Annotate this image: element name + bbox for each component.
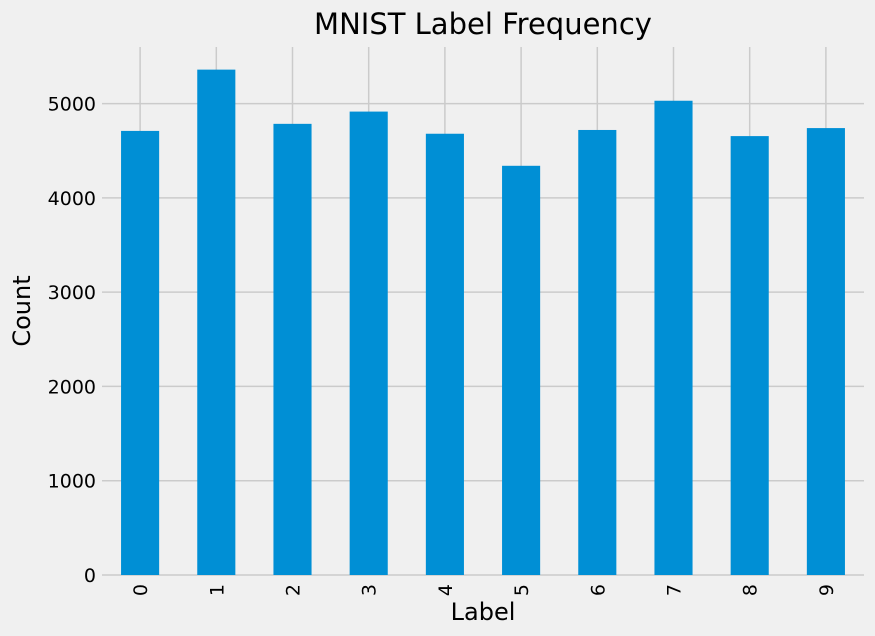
x-tick-label: 2 <box>283 584 305 596</box>
x-tick-label: 0 <box>130 584 152 596</box>
bar-label-6 <box>578 130 616 575</box>
x-tick-label: 3 <box>359 584 381 596</box>
bar-label-3 <box>350 112 388 575</box>
x-tick-labels: 0 1 2 3 4 5 6 7 8 9 <box>130 584 838 596</box>
bar-label-1 <box>197 70 235 575</box>
y-tick-label: 0 <box>84 565 96 587</box>
y-tick-label: 4000 <box>48 188 96 210</box>
bar-label-9 <box>807 128 845 575</box>
y-tick-label: 1000 <box>48 471 96 493</box>
y-tick-label: 2000 <box>48 376 96 398</box>
bar-label-5 <box>502 166 540 575</box>
bar-label-0 <box>121 131 159 575</box>
x-tick-label: 5 <box>511 584 533 596</box>
x-tick-label: 7 <box>664 584 686 596</box>
x-tick-label: 6 <box>587 584 609 596</box>
y-axis-label: Count <box>8 275 36 346</box>
bar-label-4 <box>426 134 464 575</box>
x-axis-label: Label <box>451 598 516 626</box>
y-tick-labels: 0 1000 2000 3000 4000 5000 <box>48 94 96 587</box>
y-tick-label: 5000 <box>48 94 96 116</box>
bar-label-7 <box>654 101 692 575</box>
x-tick-label: 4 <box>435 584 457 596</box>
bar-label-8 <box>731 136 769 575</box>
x-tick-label: 9 <box>816 584 838 596</box>
bars <box>121 70 845 575</box>
y-tick-label: 3000 <box>48 282 96 304</box>
chart-title: MNIST Label Frequency <box>314 7 652 41</box>
bar-label-2 <box>273 124 311 575</box>
x-tick-label: 8 <box>740 584 762 596</box>
x-tick-label: 1 <box>206 584 228 596</box>
